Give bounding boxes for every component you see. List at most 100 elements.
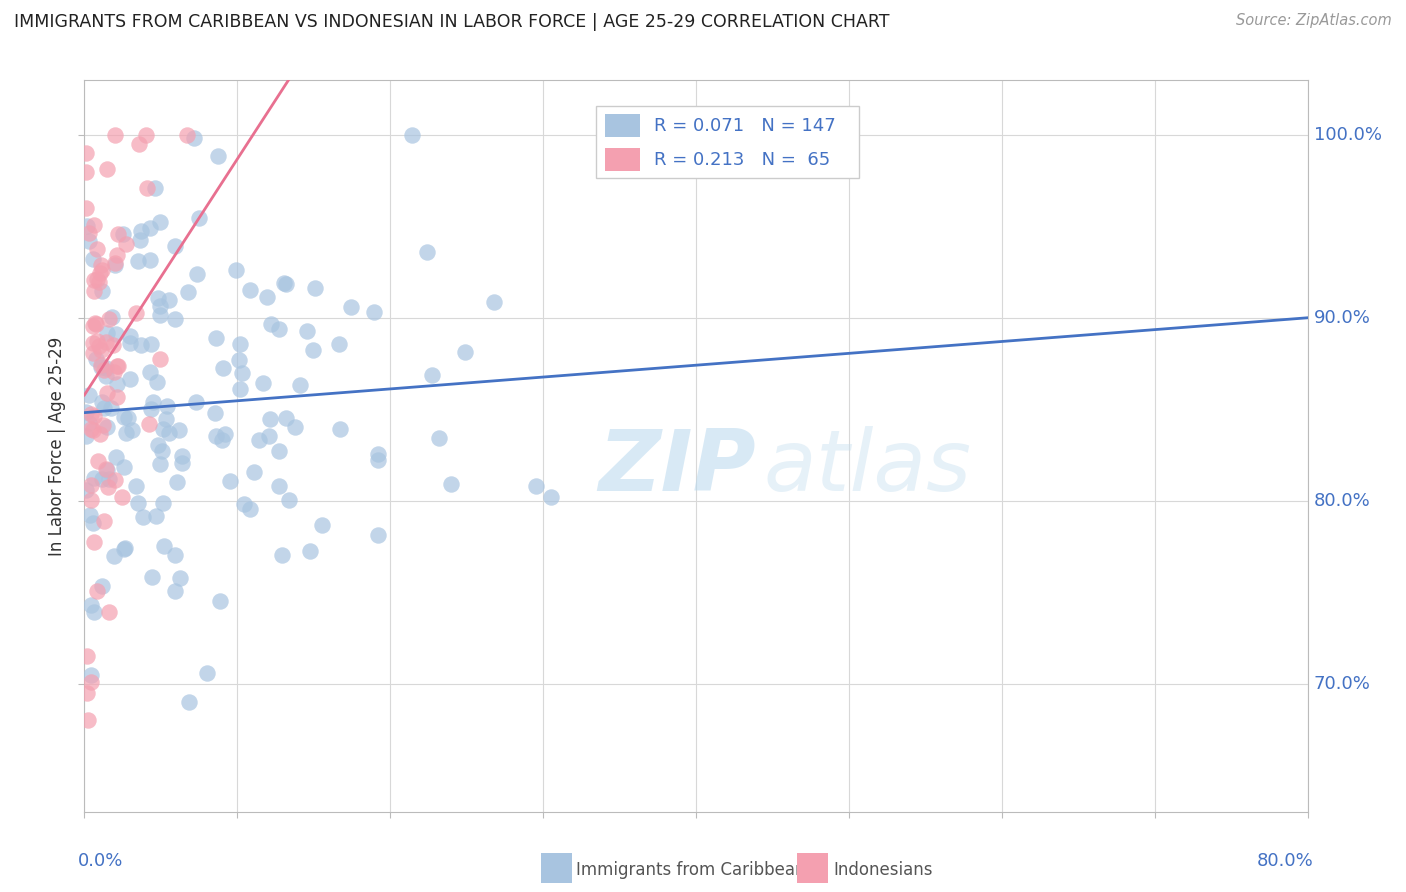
Text: R = 0.213   N =  65: R = 0.213 N = 65	[654, 151, 831, 169]
Point	[127, 496, 149, 510]
Point	[440, 476, 463, 491]
Point	[101, 310, 124, 324]
Point	[91, 395, 114, 409]
Point	[91, 418, 114, 433]
Point	[211, 433, 233, 447]
Point	[163, 583, 186, 598]
FancyBboxPatch shape	[606, 114, 640, 137]
Point	[96, 461, 118, 475]
Point	[121, 423, 143, 437]
Point	[103, 549, 125, 563]
Text: Immigrants from Caribbean: Immigrants from Caribbean	[576, 861, 806, 879]
Point	[274, 411, 297, 425]
Point	[111, 490, 134, 504]
Point	[104, 258, 127, 272]
Point	[105, 327, 128, 342]
Point	[115, 426, 138, 441]
Point	[87, 339, 110, 353]
Point	[87, 454, 110, 468]
Point	[82, 423, 104, 437]
Text: 80.0%: 80.0%	[1257, 852, 1313, 870]
Point	[105, 450, 128, 464]
Point	[149, 308, 172, 322]
Text: Indonesians: Indonesians	[834, 861, 934, 879]
Point	[79, 508, 101, 522]
Point	[146, 437, 169, 451]
Point	[152, 496, 174, 510]
Point	[84, 351, 107, 366]
Point	[131, 224, 153, 238]
Point	[163, 239, 186, 253]
Point	[177, 695, 200, 709]
Point	[176, 128, 198, 142]
Point	[107, 227, 129, 241]
Point	[415, 244, 437, 259]
Point	[75, 405, 97, 419]
Text: R = 0.071   N = 147: R = 0.071 N = 147	[654, 117, 837, 135]
Point	[301, 343, 323, 357]
Point	[96, 326, 118, 341]
Point	[89, 266, 111, 280]
Point	[169, 571, 191, 585]
Point	[139, 365, 162, 379]
Point	[328, 337, 350, 351]
Point	[187, 211, 209, 226]
Point	[524, 479, 547, 493]
Point	[105, 376, 128, 391]
Point	[86, 242, 108, 256]
Point	[256, 289, 278, 303]
Point	[76, 649, 98, 664]
Point	[97, 312, 120, 326]
Point	[96, 463, 118, 477]
Point	[367, 527, 389, 541]
FancyBboxPatch shape	[596, 106, 859, 178]
Point	[207, 149, 229, 163]
Point	[229, 382, 252, 396]
Point	[96, 161, 118, 176]
Point	[163, 549, 186, 563]
Point	[152, 421, 174, 435]
Point	[129, 233, 152, 247]
Point	[90, 358, 112, 372]
Point	[93, 401, 115, 415]
Point	[142, 395, 165, 409]
Point	[97, 472, 120, 486]
Point	[219, 474, 242, 488]
Point	[186, 395, 208, 409]
Point	[105, 359, 128, 373]
Point	[132, 509, 155, 524]
Point	[311, 518, 333, 533]
Point	[340, 300, 363, 314]
Point	[139, 402, 162, 417]
Point	[276, 277, 298, 291]
Point	[252, 376, 274, 391]
Point	[80, 675, 103, 690]
Point	[82, 516, 104, 531]
Point	[89, 427, 111, 442]
Point	[257, 428, 280, 442]
Point	[80, 598, 103, 612]
Point	[141, 337, 163, 351]
Point	[90, 343, 112, 358]
Point	[484, 295, 506, 310]
Text: 90.0%: 90.0%	[1313, 309, 1371, 327]
Point	[97, 480, 120, 494]
Point	[97, 606, 120, 620]
Point	[128, 136, 150, 151]
Point	[212, 360, 235, 375]
Point	[77, 388, 100, 402]
Point	[83, 284, 105, 298]
Point	[243, 466, 266, 480]
Y-axis label: In Labor Force | Age 25-29: In Labor Force | Age 25-29	[48, 336, 66, 556]
Point	[208, 594, 231, 608]
Point	[157, 426, 180, 441]
Point	[96, 360, 118, 375]
Point	[90, 360, 112, 375]
Point	[129, 337, 152, 351]
Point	[288, 378, 311, 392]
Point	[239, 283, 262, 297]
Point	[146, 375, 169, 389]
Point	[205, 429, 228, 443]
Point	[259, 412, 281, 426]
Point	[120, 336, 142, 351]
